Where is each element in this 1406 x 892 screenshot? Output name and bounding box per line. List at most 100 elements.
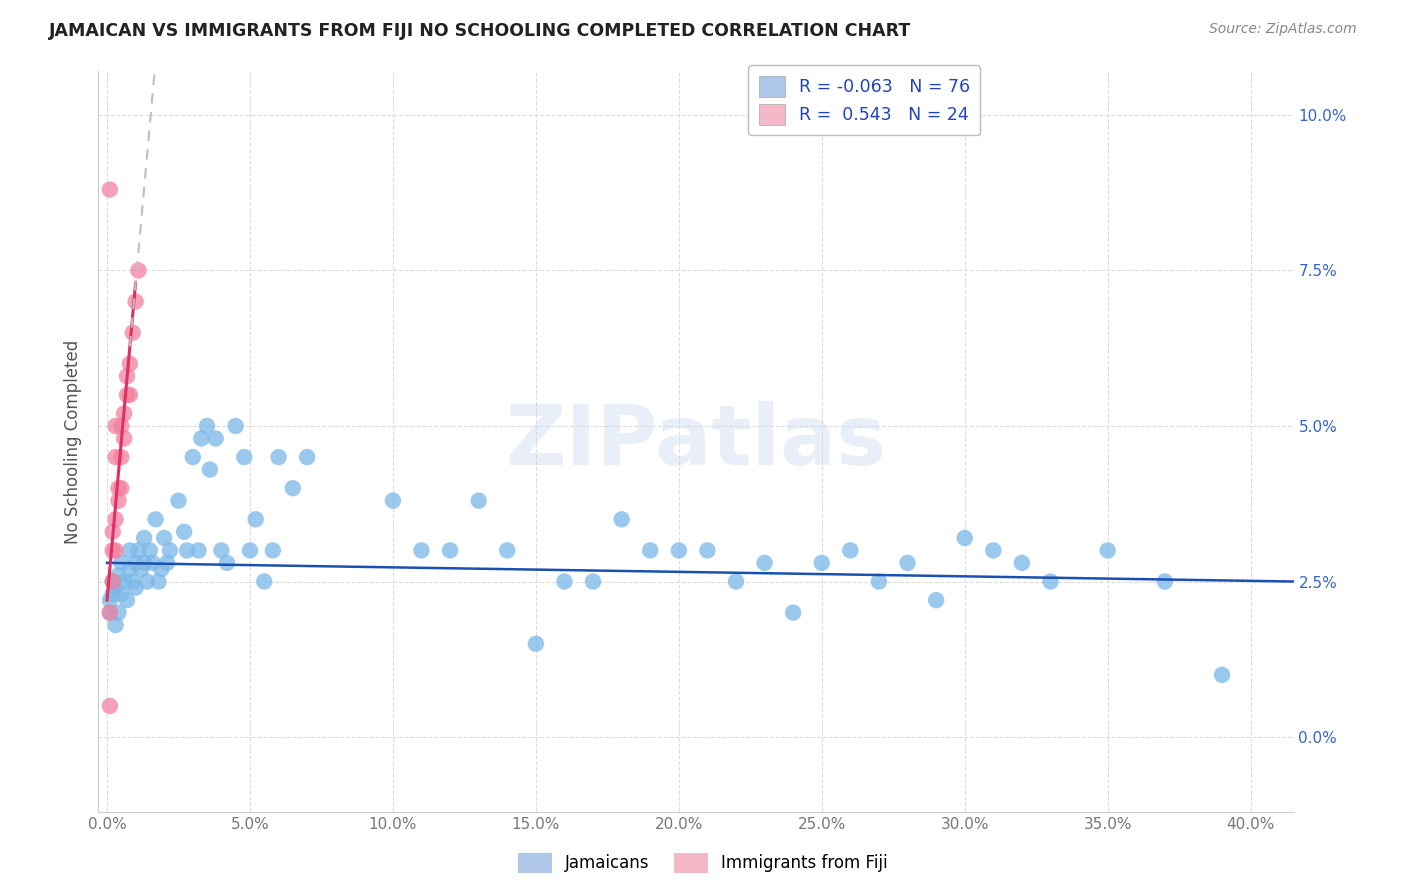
Point <box>134 531 156 545</box>
Point <box>782 606 804 620</box>
Point <box>124 556 146 570</box>
Point <box>101 574 124 589</box>
Point <box>953 531 976 545</box>
Point <box>553 574 575 589</box>
Point <box>98 606 121 620</box>
Point <box>98 698 121 713</box>
Point <box>121 326 143 340</box>
Point <box>107 493 129 508</box>
Text: JAMAICAN VS IMMIGRANTS FROM FIJI NO SCHOOLING COMPLETED CORRELATION CHART: JAMAICAN VS IMMIGRANTS FROM FIJI NO SCHO… <box>49 22 911 40</box>
Point <box>110 587 132 601</box>
Point <box>896 556 918 570</box>
Point <box>190 432 212 446</box>
Point <box>198 462 221 476</box>
Point <box>839 543 862 558</box>
Point <box>124 581 146 595</box>
Point <box>1011 556 1033 570</box>
Point <box>115 388 138 402</box>
Point <box>868 574 890 589</box>
Point <box>124 294 146 309</box>
Point <box>187 543 209 558</box>
Point <box>112 432 135 446</box>
Point <box>981 543 1004 558</box>
Point <box>262 543 284 558</box>
Point <box>239 543 262 558</box>
Point <box>1039 574 1062 589</box>
Point <box>150 562 173 576</box>
Point <box>145 512 167 526</box>
Point <box>104 450 127 464</box>
Point <box>112 574 135 589</box>
Point <box>107 481 129 495</box>
Point <box>496 543 519 558</box>
Point <box>153 531 176 545</box>
Point <box>467 493 489 508</box>
Point <box>127 263 149 277</box>
Point <box>118 388 141 402</box>
Point <box>136 574 159 589</box>
Point <box>1097 543 1119 558</box>
Point <box>104 419 127 434</box>
Point <box>127 543 149 558</box>
Point <box>134 556 156 570</box>
Point <box>225 419 247 434</box>
Point <box>107 568 129 582</box>
Point <box>696 543 718 558</box>
Point <box>110 450 132 464</box>
Point <box>139 543 162 558</box>
Point <box>110 556 132 570</box>
Text: Source: ZipAtlas.com: Source: ZipAtlas.com <box>1209 22 1357 37</box>
Point <box>112 407 135 421</box>
Point <box>925 593 948 607</box>
Point <box>104 618 127 632</box>
Point <box>131 562 153 576</box>
Point <box>104 512 127 526</box>
Point <box>267 450 290 464</box>
Point <box>121 574 143 589</box>
Point <box>115 369 138 384</box>
Point <box>110 419 132 434</box>
Point <box>810 556 832 570</box>
Point <box>115 593 138 607</box>
Point <box>167 493 190 508</box>
Point <box>1211 668 1233 682</box>
Point <box>439 543 461 558</box>
Point <box>98 606 121 620</box>
Point <box>176 543 198 558</box>
Y-axis label: No Schooling Completed: No Schooling Completed <box>65 340 83 543</box>
Point <box>159 543 181 558</box>
Point <box>209 543 232 558</box>
Point <box>381 493 404 508</box>
Point <box>142 556 165 570</box>
Point <box>724 574 747 589</box>
Point <box>668 543 690 558</box>
Point <box>98 593 121 607</box>
Point <box>524 637 547 651</box>
Point <box>217 556 239 570</box>
Point <box>754 556 776 570</box>
Point <box>118 543 141 558</box>
Point <box>118 562 141 576</box>
Point <box>610 512 633 526</box>
Point <box>638 543 661 558</box>
Text: ZIPatlas: ZIPatlas <box>506 401 886 482</box>
Legend: Jamaicans, Immigrants from Fiji: Jamaicans, Immigrants from Fiji <box>512 847 894 880</box>
Point <box>101 574 124 589</box>
Point <box>411 543 433 558</box>
Point <box>173 524 195 539</box>
Point <box>101 524 124 539</box>
Point <box>104 581 127 595</box>
Point <box>1153 574 1175 589</box>
Point <box>245 512 267 526</box>
Point <box>118 357 141 371</box>
Point <box>156 556 179 570</box>
Point <box>195 419 218 434</box>
Point <box>295 450 318 464</box>
Point <box>204 432 226 446</box>
Point <box>582 574 605 589</box>
Point <box>253 574 276 589</box>
Point <box>148 574 170 589</box>
Point <box>101 543 124 558</box>
Point <box>101 587 124 601</box>
Point <box>233 450 256 464</box>
